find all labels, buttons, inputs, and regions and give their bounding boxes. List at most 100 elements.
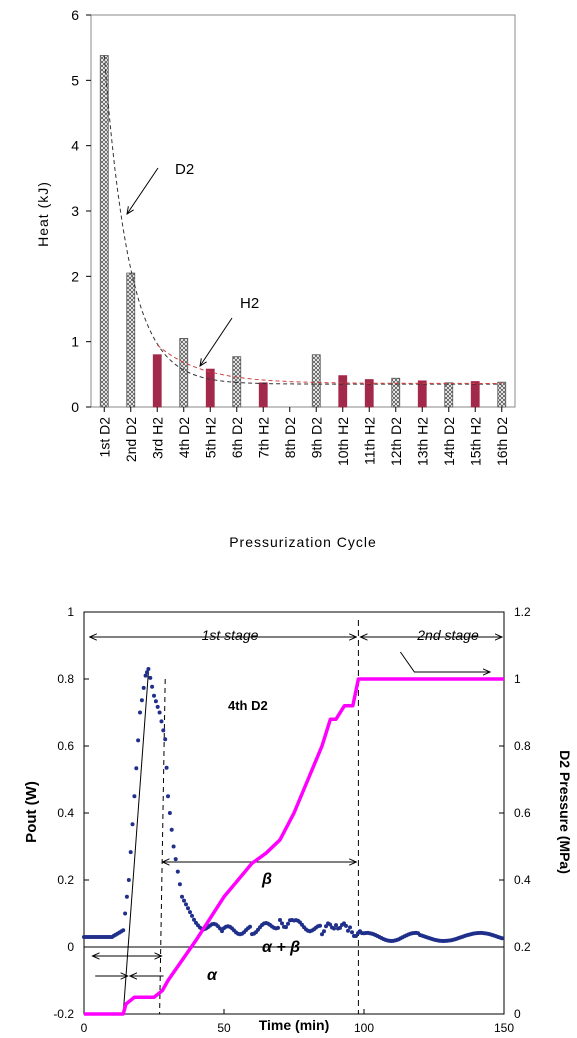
pout-point [139,698,144,703]
pout-point [123,911,128,916]
pout-point [143,673,148,678]
heat-y-tick-label: 0 [71,399,79,415]
pout-point [130,822,135,827]
pressure-y-tick-label: 0.8 [514,739,531,753]
pout-point [188,910,192,915]
pout-y-tick-label: 0.8 [57,672,74,686]
pout-point [171,844,176,849]
heat-x-tick-label: 8th D2 [282,417,298,458]
pressure-y-tick-label: 0.6 [514,806,531,820]
heat-y-tick-label: 5 [71,72,79,88]
pout-point [155,704,160,709]
heat-x-tick-label: 16th D2 [494,417,510,466]
h2-pointer-arrow [200,317,233,366]
cycle-label: 4th D2 [228,698,268,713]
pout-point [190,913,194,918]
heat-x-tick-label: 13th H2 [414,417,430,466]
heat-y-tick-label: 1 [71,334,79,350]
pout-point [346,928,350,933]
pout-point [175,869,180,874]
pout-axis-label: Pout (W) [23,781,40,843]
h2-bar [470,381,480,408]
pout-point [169,827,174,832]
pout-point [500,936,504,941]
pout-y-tick-label: 1 [67,605,74,619]
pout-point [328,922,332,927]
h2-fit-curve [156,344,502,384]
heat-chart: 0 1 2 3 4 5 6 1st D2 2nd D2 3rd H2 4th D2 5th H2 6t… [35,7,516,550]
d2-pointer-arrow [127,167,159,214]
heat-x-tick-label: 2nd D2 [123,417,139,462]
pout-point [286,921,290,926]
heat-x-tick-label: 10th H2 [335,417,351,466]
pout-y-tick-label: 0 [67,940,74,954]
first-stage-label: 1st stage [202,627,259,643]
pout-y-tick-label: -0.2 [53,1007,74,1021]
pout-point [150,684,155,689]
pout-point [166,794,170,799]
heat-x-tick-label: 12th D2 [388,417,404,466]
heat-bars [99,55,507,408]
pout-point [280,921,284,926]
pressure-y-tick-label: 0.4 [514,873,531,887]
pout-point [126,878,131,882]
d2-bar [391,377,401,408]
pout-point [146,667,151,671]
pout-point [161,728,166,733]
time-axis-label: Time (min) [259,1017,330,1033]
pout-point [163,737,168,742]
d2-bar [99,55,109,408]
d2-bar [232,356,242,408]
pout-point [338,925,342,930]
pout-y-tick-label: 0.2 [57,873,74,887]
h2-curve-label: H2 [240,295,259,312]
pressure-y-tick-label: 1 [514,672,521,686]
pout-point [148,675,153,680]
time-x-tick-label: 100 [354,1021,374,1035]
pout-point [284,925,288,930]
heat-x-tick-label: 1st D2 [96,417,112,458]
h2-bar [417,380,427,408]
heat-x-tick-label: 7th H2 [255,417,271,458]
pressure-line [84,677,504,1016]
pout-point [182,898,186,903]
pout-point [145,670,149,675]
heat-x-tick-label: 6th D2 [229,417,245,458]
pout-point [318,923,322,928]
power-pressure-chart: -0.2 0 0.2 0.4 0.6 0.8 1 0 0.2 0.4 0.6 0.8 1 1.2 0 50 10… [23,605,573,1035]
pout-point [354,934,358,938]
pout-point [167,811,172,815]
pout-point [132,794,137,799]
pout-point [334,923,338,928]
h2-bar [258,382,268,408]
d2-bar [444,382,454,408]
beta-label: β [261,871,272,888]
d2-bar [311,354,321,408]
pout-point [276,925,280,930]
pressure-y-tick-label: 0 [514,1007,521,1021]
heat-fit-curves [103,55,502,385]
pressure-y-tick-label: 0.2 [514,940,531,954]
pout-point [344,923,348,928]
heat-x-axis-label: Pressurization Cycle [229,534,377,550]
heat-x-tick-label: 11th H2 [361,417,377,465]
pout-point [159,719,164,724]
d2-bar [179,337,189,408]
pout-point [348,925,352,930]
time-x-tick-label: 50 [217,1021,231,1035]
second-stage-label: 2nd stage [416,627,479,643]
pout-point [124,894,129,899]
d2-curve-label: D2 [175,161,194,178]
d2-bar [497,381,507,408]
heat-x-tick-label: 4th D2 [176,417,192,458]
pout-point [152,693,156,698]
heat-plot-frame [90,14,516,408]
pout-point [128,850,133,855]
pout-point [324,924,328,929]
pout-point [134,766,139,771]
heat-y-tick-label: 3 [71,203,79,219]
alpha-label: α [207,967,218,984]
pout-point [248,924,252,929]
pressure-y-tick-label: 1.2 [514,605,531,619]
